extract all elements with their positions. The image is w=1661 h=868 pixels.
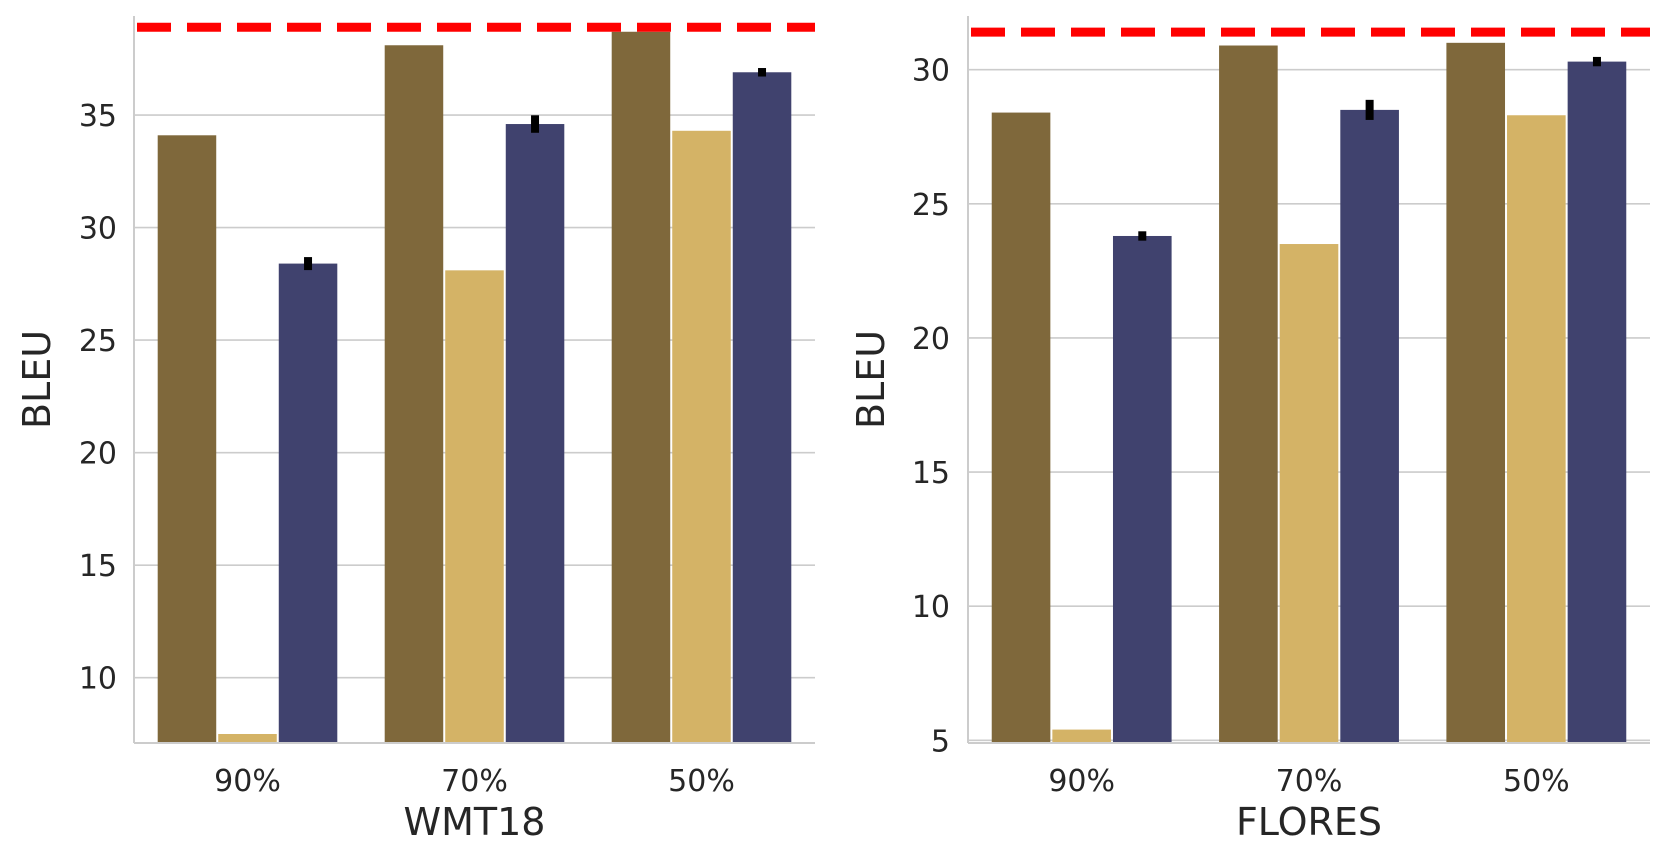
y-tick-label: 5 xyxy=(931,724,950,759)
y-tick-label: 25 xyxy=(79,324,117,359)
x-axis-label: FLORES xyxy=(1236,800,1382,844)
y-tick-label: 30 xyxy=(79,212,117,247)
y-tick-label: 30 xyxy=(912,54,950,89)
bar xyxy=(611,31,671,743)
chart-panel-1: 10 15 20 25 30 35 90% 70% 50% WMT18 BLEU xyxy=(15,16,815,844)
x-tick-label: 50% xyxy=(668,764,735,799)
chart-panel-2: 5 10 15 20 25 30 90% 70% 50% FLORES BLEU xyxy=(849,16,1650,844)
x-tick-label: 70% xyxy=(1276,764,1343,799)
bar xyxy=(218,733,277,743)
bar xyxy=(1446,42,1506,744)
y-tick-label: 15 xyxy=(79,549,117,584)
y-tick-label: 20 xyxy=(912,322,950,357)
bar xyxy=(1219,45,1278,744)
y-tick-label: 10 xyxy=(912,590,950,625)
bar xyxy=(1340,109,1399,743)
x-tick-label: 50% xyxy=(1503,764,1570,799)
x-axis-label: WMT18 xyxy=(404,800,546,844)
bar xyxy=(384,45,444,743)
y-tick-label: 10 xyxy=(79,662,117,697)
x-tick-label: 90% xyxy=(214,764,281,799)
x-tick-label: 90% xyxy=(1048,764,1115,799)
bar xyxy=(1279,244,1339,744)
bar xyxy=(1052,729,1111,743)
y-axis-label: BLEU xyxy=(849,330,893,429)
bar xyxy=(1112,235,1172,744)
bar xyxy=(157,135,217,743)
bar xyxy=(672,130,731,743)
x-tick-label: 70% xyxy=(441,764,508,799)
bar xyxy=(1567,61,1627,744)
bar xyxy=(445,270,504,743)
bar xyxy=(505,124,565,743)
bar xyxy=(278,263,338,743)
y-axis-label: BLEU xyxy=(15,330,59,429)
bar xyxy=(991,112,1051,744)
bar xyxy=(732,72,792,743)
y-tick-label: 25 xyxy=(912,188,950,223)
y-tick-label: 15 xyxy=(912,456,950,491)
y-tick-label: 35 xyxy=(79,99,117,134)
bar xyxy=(1507,115,1566,743)
y-tick-label: 20 xyxy=(79,437,117,472)
